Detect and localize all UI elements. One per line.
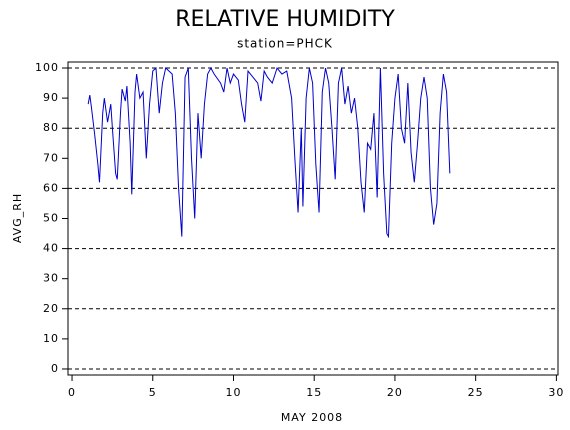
y-tick-label: 100 xyxy=(35,61,59,74)
y-tick-label: 40 xyxy=(43,242,59,255)
x-axis-label: MAY 2008 xyxy=(281,411,343,424)
y-tick-label: 30 xyxy=(43,272,59,285)
y-axis-label: AVG_RH xyxy=(11,193,24,243)
chart-title: RELATIVE HUMIDITY xyxy=(175,7,395,32)
chart-subtitle: station=PHCK xyxy=(237,37,333,51)
x-tick-label: 20 xyxy=(387,386,403,399)
data-line xyxy=(87,66,451,239)
x-tick-label: 0 xyxy=(68,386,76,399)
x-tick-label: 5 xyxy=(149,386,157,399)
x-tick-label: 25 xyxy=(468,386,484,399)
y-tick-label: 70 xyxy=(43,151,59,164)
x-tick-label: 30 xyxy=(548,386,564,399)
y-tick-label: 20 xyxy=(43,302,59,315)
y-tick-label: 80 xyxy=(43,121,59,134)
y-tick-label: 10 xyxy=(43,332,59,345)
y-tick-label: 0 xyxy=(51,362,59,375)
x-tick-label: 15 xyxy=(306,386,322,399)
y-tick-label: 90 xyxy=(43,91,59,104)
y-tick-label: 50 xyxy=(43,212,59,225)
plot-frame xyxy=(67,61,559,376)
x-tick-label: 10 xyxy=(225,386,241,399)
y-tick-label: 60 xyxy=(43,181,59,194)
